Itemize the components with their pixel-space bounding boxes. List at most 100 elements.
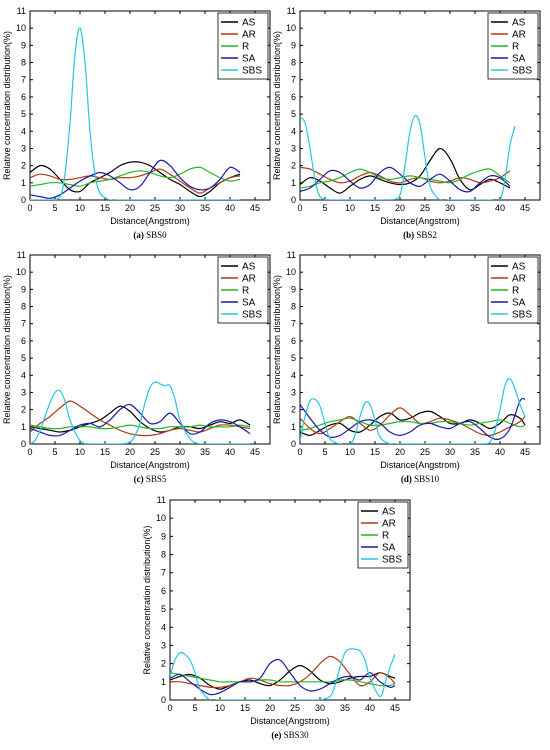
y-tick-label: 8 — [21, 58, 26, 68]
x-tick-label: 20 — [395, 447, 405, 457]
legend-label-as: AS — [512, 262, 526, 273]
y-tick-label: 2 — [21, 405, 26, 415]
y-tick-label: 11 — [157, 495, 166, 505]
x-tick-label: 45 — [520, 447, 530, 457]
x-tick-label: 10 — [345, 447, 355, 457]
panel-caption: (d) SBS10 — [401, 474, 440, 484]
y-tick-label: 2 — [21, 161, 26, 171]
series-line-sbs — [30, 27, 240, 200]
x-tick-label: 25 — [420, 447, 430, 457]
legend-label-sa: SA — [382, 543, 396, 554]
x-tick-label: 35 — [200, 447, 210, 457]
caption-letter: (d) — [401, 474, 414, 484]
series-line-as — [170, 664, 396, 690]
y-tick-label: 11 — [287, 250, 296, 260]
series-line-sa — [300, 397, 526, 441]
y-tick-label: 7 — [21, 319, 26, 329]
caption-name: SBS2 — [416, 230, 437, 240]
x-tick-label: 25 — [150, 447, 160, 457]
legend-label-sa: SA — [242, 298, 256, 309]
chart-panel-0: 0 5 10 15 20 25 30 35 40 4501234567891011Distance… — [2, 6, 271, 240]
x-tick-label: 0 — [297, 203, 302, 213]
chart-panel-2: 0 5 10 15 20 25 30 35 40 4501234567891011Distance… — [2, 250, 271, 484]
y-tick-label: 10 — [286, 23, 296, 33]
y-tick-label: 11 — [17, 6, 26, 16]
y-tick-label: 11 — [287, 6, 296, 16]
y-tick-label: 1 — [291, 178, 296, 188]
x-tick-label: 25 — [150, 203, 160, 213]
x-tick-label: 15 — [370, 447, 380, 457]
y-tick-label: 1 — [161, 677, 166, 687]
y-tick-label: 4 — [161, 622, 166, 632]
x-tick-label: 20 — [125, 203, 135, 213]
y-tick-label: 5 — [21, 109, 26, 119]
y-tick-label: 8 — [161, 550, 166, 560]
x-tick-label: 35 — [470, 447, 480, 457]
chart-panel-3: 0 5 10 15 20 25 30 35 40 4501234567891011Distance… — [272, 250, 541, 484]
y-tick-label: 9 — [291, 284, 296, 294]
legend-label-sa: SA — [242, 54, 256, 65]
x-tick-label: 45 — [520, 203, 530, 213]
x-tick-label: 40 — [365, 703, 375, 713]
y-tick-label: 7 — [21, 75, 26, 85]
legend-label-r: R — [382, 531, 389, 542]
x-tick-label: 15 — [240, 703, 250, 713]
y-axis-label: Relative concentration distribution(%) — [2, 31, 12, 180]
y-tick-label: 3 — [291, 387, 296, 397]
x-tick-label: 40 — [495, 447, 505, 457]
y-axis-label: Relative concentration distribution(%) — [272, 31, 282, 180]
legend-label-ar: AR — [242, 274, 256, 285]
x-tick-label: 25 — [290, 703, 300, 713]
legend-label-as: AS — [242, 262, 256, 273]
y-tick-label: 10 — [286, 267, 296, 277]
x-tick-label: 40 — [495, 203, 505, 213]
series-line-r — [30, 166, 241, 187]
y-tick-label: 4 — [21, 370, 26, 380]
panel-caption: (e) SBS30 — [271, 730, 309, 740]
x-tick-label: 30 — [445, 203, 455, 213]
x-tick-label: 30 — [445, 447, 455, 457]
x-axis-label: Distance(Angstrom) — [250, 716, 330, 726]
panel-caption: (a) SBS0 — [133, 230, 167, 240]
plot-frame — [299, 10, 541, 201]
y-axis-label: Relative concentration distribution(%) — [142, 525, 152, 674]
x-tick-label: 35 — [470, 203, 480, 213]
y-tick-label: 9 — [161, 531, 166, 541]
series-line-sa — [30, 159, 241, 199]
y-tick-label: 0 — [21, 439, 26, 449]
legend-label-r: R — [512, 286, 519, 297]
x-tick-label: 40 — [225, 447, 235, 457]
legend-label-r: R — [242, 42, 249, 53]
x-tick-label: 10 — [345, 203, 355, 213]
legend-label-sa: SA — [512, 54, 526, 65]
y-tick-label: 7 — [291, 75, 296, 85]
x-tick-label: 0 — [27, 447, 32, 457]
legend-label-sbs: SBS — [512, 310, 532, 321]
y-tick-label: 4 — [291, 126, 296, 136]
x-tick-label: 10 — [215, 703, 225, 713]
series-line-ar — [170, 655, 396, 689]
legend-label-sbs: SBS — [512, 66, 532, 77]
legend-label-r: R — [512, 42, 519, 53]
caption-name: SBS30 — [284, 730, 310, 740]
x-tick-label: 5 — [52, 203, 57, 213]
series-line-r — [30, 424, 251, 430]
y-tick-label: 6 — [21, 92, 26, 102]
y-tick-label: 9 — [291, 40, 296, 50]
legend-label-sa: SA — [512, 298, 526, 309]
y-tick-label: 10 — [16, 23, 26, 33]
x-tick-label: 15 — [370, 203, 380, 213]
y-tick-label: 5 — [291, 353, 296, 363]
caption-name: SBS10 — [414, 474, 440, 484]
chart-panel-4: 0 5 10 15 20 25 30 35 40 4501234567891011Distance… — [142, 495, 411, 740]
y-tick-label: 9 — [21, 40, 26, 50]
x-tick-label: 30 — [175, 203, 185, 213]
series-line-sa — [170, 658, 396, 696]
y-tick-label: 10 — [156, 513, 166, 523]
x-tick-label: 25 — [420, 203, 430, 213]
x-tick-label: 20 — [125, 447, 135, 457]
y-tick-label: 6 — [291, 336, 296, 346]
x-tick-label: 10 — [75, 447, 85, 457]
y-tick-label: 5 — [291, 109, 296, 119]
